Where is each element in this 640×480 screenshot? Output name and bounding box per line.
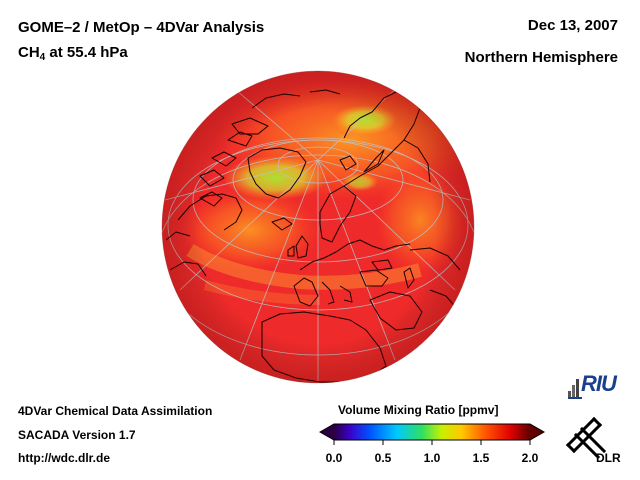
colorbar-tick-label-2: 1.0 (423, 451, 441, 465)
dlr-text: DLR (596, 451, 621, 465)
footer-url: http://wdc.dlr.de (18, 451, 110, 465)
riu-bars-icon (568, 379, 582, 399)
colorbar-tick-label-1: 0.5 (374, 451, 392, 465)
colorbar-tick-label-4: 2.0 (521, 451, 539, 465)
colorbar-gradient (334, 424, 530, 440)
species-subscript: 4 (39, 52, 46, 63)
riu-text: RIU (581, 371, 617, 396)
globe-limb (162, 71, 474, 383)
colorbar-tick-label-3: 1.5 (472, 451, 490, 465)
map-region: Northern Hemisphere (464, 49, 618, 66)
colorbar-tick-label-0: 0.0 (325, 451, 343, 465)
riu-logo: RIU (566, 371, 628, 401)
map-subtitle: CH4 at 55.4 hPa (18, 44, 128, 63)
footer-assimilation: 4DVar Chemical Data Assimilation (18, 404, 213, 418)
map-date: Dec 13, 2007 (527, 17, 618, 34)
colorbar (318, 423, 546, 445)
globe-outline (161, 70, 475, 384)
footer-version: SACADA Version 1.7 (18, 428, 136, 442)
dlr-logo-icon (565, 416, 607, 460)
globe-field (162, 71, 474, 383)
species-suffix: at 55.4 hPa (45, 44, 128, 61)
colorbar-title: Volume Mixing Ratio [ppmv] (338, 403, 499, 417)
species-prefix: CH (18, 44, 40, 61)
colorbar-low-arrow (320, 424, 334, 440)
colorbar-high-arrow (530, 424, 544, 440)
map-title: GOME–2 / MetOp – 4DVar Analysis (18, 19, 265, 36)
